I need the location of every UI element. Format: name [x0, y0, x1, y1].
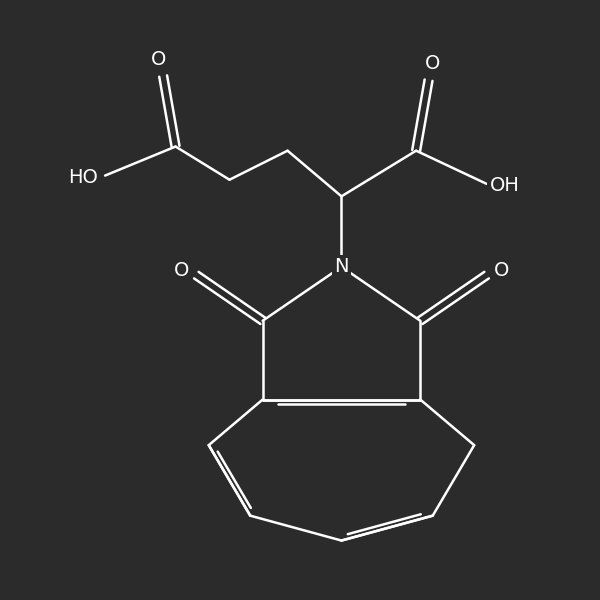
Text: O: O: [494, 262, 509, 280]
Text: O: O: [173, 262, 189, 280]
Text: HO: HO: [68, 168, 98, 187]
Text: O: O: [151, 50, 167, 69]
Text: O: O: [425, 54, 440, 73]
Text: N: N: [334, 257, 349, 277]
Text: OH: OH: [490, 176, 520, 195]
